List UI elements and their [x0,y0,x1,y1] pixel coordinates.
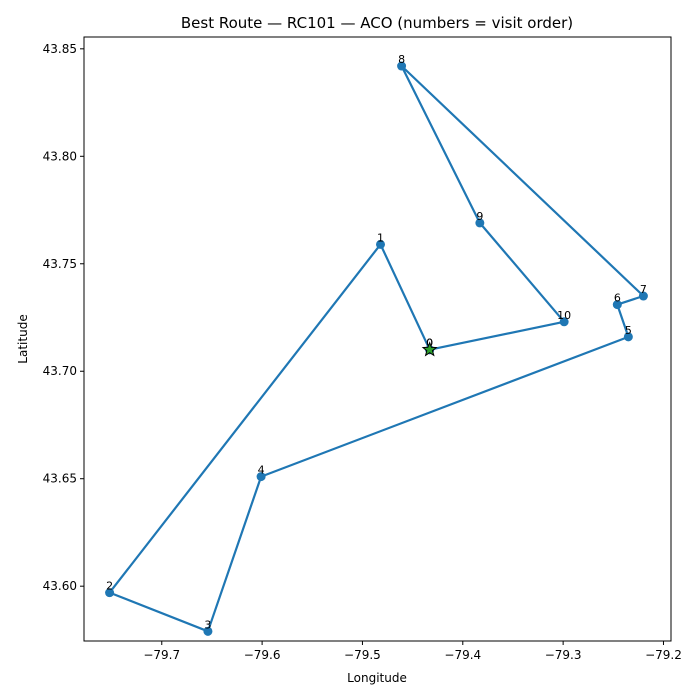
route-point-label: 5 [625,324,632,337]
plot-area [83,36,672,642]
route-point [623,332,633,342]
y-axis: 43.60 43.65 43.70 43.75 43.80 43.85 [43,42,84,593]
chart-title: Best Route — RC101 — ACO (numbers = visi… [181,14,573,32]
route-point [203,626,213,636]
route-point-label: 10 [557,309,571,322]
x-tick-label: −79.6 [244,648,281,662]
y-axis-label: Latitude [16,314,30,363]
y-tick-label: 43.80 [43,149,77,163]
route-point [638,291,648,301]
y-tick-label: 43.70 [43,364,77,378]
route-line [108,64,645,633]
route-point [612,300,622,310]
depot-marker [421,341,438,357]
route-points [105,61,648,636]
y-tick-label: 43.60 [43,579,77,593]
x-axis: −79.7 −79.6 −79.5 −79.4 −79.3 −79.2 [143,641,682,662]
route-point-label: 9 [476,210,483,223]
y-tick-label: 43.65 [43,472,77,486]
x-axis-label: Longitude [347,671,407,685]
route-point-label: 2 [106,580,113,593]
x-tick-label: −79.7 [143,648,180,662]
route-point [475,218,485,228]
x-tick-label: −79.2 [645,648,682,662]
route-point-label: 7 [640,283,647,296]
route-point-label: 4 [258,464,265,477]
x-tick-label: −79.5 [344,648,381,662]
depot-star [421,341,438,357]
route-point [376,239,386,249]
route-point-label: 1 [377,231,384,244]
x-tick-label: −79.3 [545,648,582,662]
route-point-label: 3 [204,618,211,631]
route-point [256,472,266,482]
route-point-label: 8 [398,53,405,66]
y-tick-label: 43.75 [43,257,77,271]
route-point-label: 6 [614,292,621,305]
x-tick-label: −79.4 [444,648,481,662]
route-point [559,317,569,327]
y-tick-label: 43.85 [43,42,77,56]
route-labels: 0123456789100 [106,53,647,631]
route-point [105,588,115,598]
route-point [397,61,407,71]
